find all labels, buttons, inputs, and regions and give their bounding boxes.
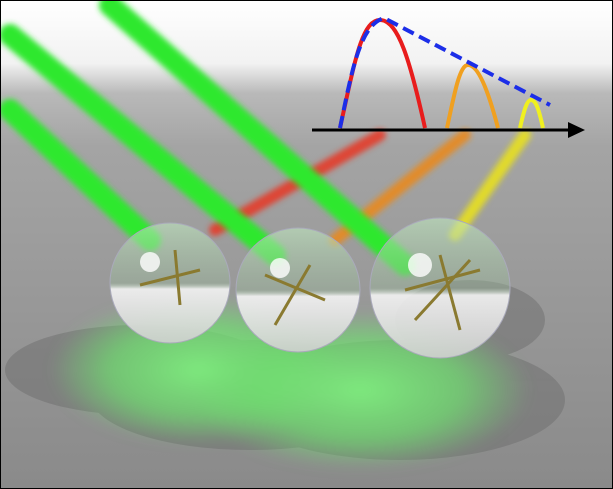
- scene: [0, 0, 613, 489]
